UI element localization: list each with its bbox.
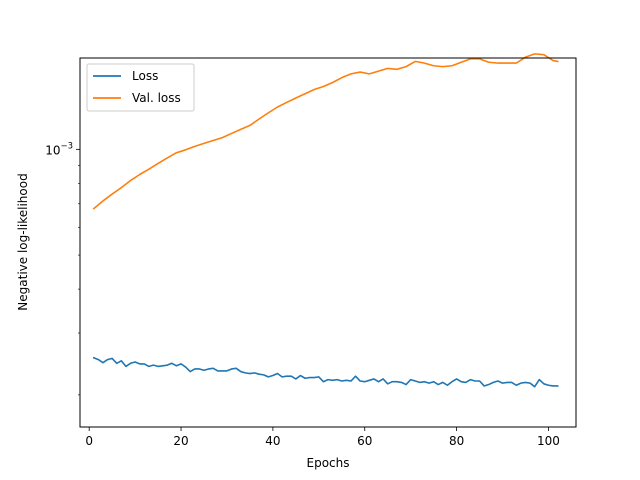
x-axis-title: Epochs	[307, 456, 350, 470]
legend-label-val-loss: Val. loss	[132, 91, 181, 105]
y-axis-title: Negative log-likelihood	[16, 173, 30, 310]
x-axis: 0 20 40 60 80 100	[85, 427, 560, 448]
x-tick-label: 40	[265, 434, 280, 448]
x-tick-label: 0	[85, 434, 93, 448]
x-tick-label: 80	[449, 434, 464, 448]
series-line-val-loss	[92, 53, 559, 210]
series-layer	[92, 53, 559, 388]
plot-frame	[79, 57, 577, 428]
legend: Loss Val. loss	[86, 63, 195, 112]
legend-label-loss: Loss	[132, 69, 158, 83]
plot-area-background	[80, 58, 576, 427]
x-tick-label: 60	[357, 434, 372, 448]
y-tick-label: 10−3	[45, 141, 73, 157]
series-line-loss	[92, 356, 559, 388]
x-tick-label: 100	[537, 434, 560, 448]
x-tick-label: 20	[173, 434, 188, 448]
y-axis: 10−3	[45, 141, 80, 396]
